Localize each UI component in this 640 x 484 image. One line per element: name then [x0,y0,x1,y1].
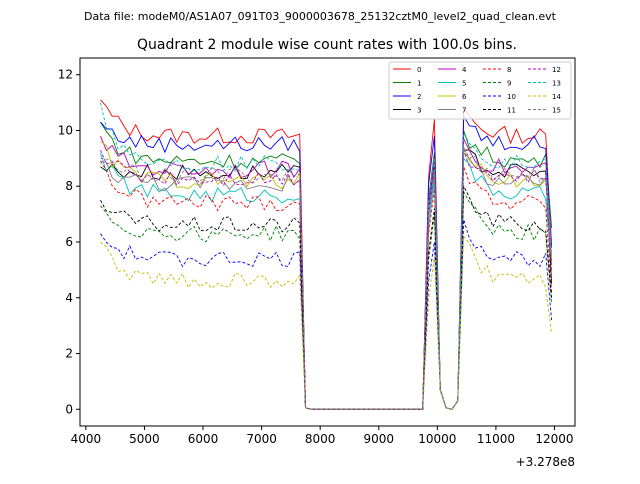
legend-label: 14 [552,93,561,101]
y-tick-label: 4 [65,291,73,305]
legend-label: 13 [552,80,561,88]
series-line-11 [100,185,553,410]
legend-label: 0 [417,66,421,74]
chart-title: Quadrant 2 module wise count rates with … [137,37,517,53]
series-line-5 [100,152,553,410]
series-line-6 [100,141,553,410]
x-tick-label: 10000 [418,432,456,446]
legend-label: 10 [507,93,516,101]
series-line-15 [100,145,553,410]
legend-label: 1 [417,80,421,88]
series-line-0 [100,99,553,410]
x-tick-label: 9000 [363,432,394,446]
legend-frame [388,61,572,120]
series-line-2 [100,114,553,410]
x-tick-label: 12000 [535,432,573,446]
x-axis-ticks: 4000 5000 6000 7000 8000 9000 10000 11000 12000 [71,426,574,446]
series-line-13 [100,102,553,410]
y-tick-label: 8 [65,179,73,193]
legend-label: 5 [462,80,466,88]
legend-label: 11 [507,107,516,115]
legend-label: 6 [462,93,467,101]
series-line-3 [100,149,553,410]
legend-label: 2 [417,93,421,101]
legend-label: 12 [552,66,561,74]
x-tick-label: 6000 [188,432,219,446]
series-line-10 [100,219,553,410]
series-line-9 [100,190,553,410]
series-line-14 [100,235,553,410]
y-tick-label: 10 [58,123,73,137]
x-tick-label: 4000 [71,432,102,446]
x-tick-label: 11000 [477,432,515,446]
legend-label: 3 [417,107,421,115]
y-tick-label: 12 [58,68,73,82]
x-offset-label: +3.278e8 [516,455,575,469]
y-tick-label: 2 [65,347,73,361]
y-tick-label: 6 [65,235,73,249]
legend-label: 7 [462,107,466,115]
legend-label: 4 [462,66,467,74]
legend-label: 8 [507,66,511,74]
series-line-8 [100,160,553,410]
y-axis-ticks: 0 2 4 6 8 10 12 [58,68,80,416]
plot-lines [100,99,553,410]
legend-label: 9 [507,80,511,88]
series-line-7 [100,151,553,410]
series-line-12 [100,149,553,410]
series-line-1 [100,121,553,410]
suptitle: Data file: modeM0/AS1A07_091T03_90000036… [84,10,557,23]
x-tick-label: 5000 [129,432,160,446]
y-tick-label: 0 [65,402,73,416]
legend-label: 15 [552,107,561,115]
x-tick-label: 8000 [305,432,336,446]
x-tick-label: 7000 [246,432,277,446]
